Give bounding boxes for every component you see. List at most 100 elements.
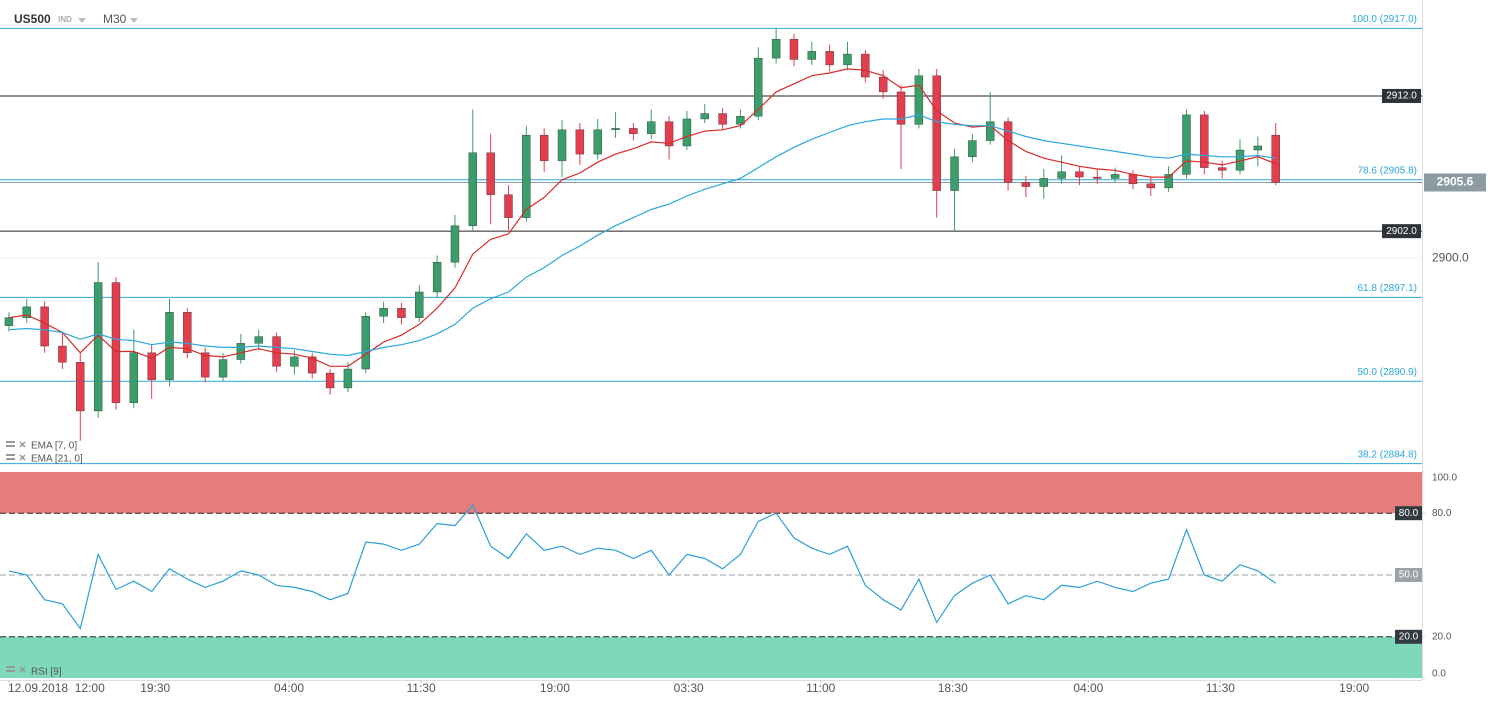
last-price-label: 2905.6 <box>1437 175 1474 189</box>
candle-body <box>468 152 478 226</box>
rsi-level-label: 20.0 <box>1399 631 1419 642</box>
candle-body <box>504 194 513 218</box>
x-tick-label: 11:00 <box>806 681 835 695</box>
candle-body <box>76 362 85 412</box>
rsi-level-box <box>1395 568 1422 582</box>
candle-body <box>629 128 638 135</box>
candle-body <box>93 282 103 412</box>
x-tick-label: 03:30 <box>674 681 704 695</box>
legend-label: EMA [7, 0] <box>31 441 77 452</box>
candle-body <box>647 121 656 135</box>
candle-body <box>1110 174 1120 179</box>
candle-body <box>40 306 49 347</box>
rsi-tick-label: 80.0 <box>1432 508 1452 519</box>
candle-body <box>611 128 620 130</box>
rsi-zone <box>0 636 1422 678</box>
icon[interactable] <box>6 454 15 456</box>
dropdown-icon[interactable] <box>78 18 86 23</box>
icon[interactable] <box>19 441 26 448</box>
legend-label: EMA [21, 0] <box>31 454 83 465</box>
candle-body <box>682 118 692 147</box>
legend-icons <box>6 441 26 673</box>
candle-body <box>1093 176 1102 179</box>
candle-body <box>754 57 763 117</box>
icon[interactable] <box>6 441 15 443</box>
rsi-level-box <box>1395 506 1422 521</box>
icon[interactable] <box>19 666 26 673</box>
fib-label: 100.0 (2917.0) <box>1352 14 1417 25</box>
candle-body <box>218 359 228 378</box>
candle-body <box>147 352 156 381</box>
x-tick-label: 19:00 <box>1339 681 1369 695</box>
candle-body <box>200 352 210 378</box>
candle-body <box>58 345 67 363</box>
candle-body <box>236 343 246 360</box>
x-tick-label: 11:30 <box>1206 681 1235 695</box>
last-price-box <box>1424 173 1486 192</box>
candle-body <box>361 316 370 370</box>
icon[interactable] <box>6 445 15 447</box>
candle-body <box>950 156 959 191</box>
indicator-line <box>8 503 1277 631</box>
candle-body <box>1128 174 1138 185</box>
candle-body <box>896 91 906 125</box>
candle-body <box>1253 145 1263 151</box>
candle-body <box>522 134 531 218</box>
icon[interactable] <box>19 454 26 461</box>
candle-body <box>771 39 781 59</box>
candle-body <box>254 336 263 344</box>
candle-body <box>843 53 852 66</box>
rsi-level-label: 80.0 <box>1399 508 1419 519</box>
legend-label: RSI [9] <box>31 667 62 678</box>
candle-body <box>165 312 174 381</box>
candle-body <box>1057 171 1066 179</box>
candle-body <box>22 306 31 318</box>
rsi-zone <box>0 472 1422 514</box>
candle-body <box>593 129 602 155</box>
price-line-label: 2912.0 <box>1386 91 1417 102</box>
icon[interactable] <box>6 458 15 460</box>
candle-body <box>1164 174 1173 189</box>
rsi-tick-label: 0.0 <box>1432 669 1446 680</box>
indicator-line <box>8 114 1276 357</box>
candle-body <box>789 39 799 60</box>
candle-body <box>539 134 549 162</box>
rsi-tick-label: 100.0 <box>1432 473 1457 484</box>
candle-body <box>1146 183 1156 189</box>
candle-body <box>1021 182 1031 187</box>
candle-body <box>1075 171 1084 178</box>
timeframe[interactable]: M30 <box>103 12 127 26</box>
market: IND <box>58 15 72 24</box>
candle-body <box>379 307 388 317</box>
candle-body <box>736 116 745 125</box>
candle-body <box>1271 134 1280 183</box>
candle-body <box>308 356 317 374</box>
symbol[interactable]: US500 <box>14 12 51 26</box>
x-tick-label: 19:30 <box>140 681 170 695</box>
rsi-level-box <box>1395 629 1422 644</box>
fib-label: 38.2 (2884.8) <box>1358 449 1418 460</box>
x-tick-label: 19:00 <box>540 681 570 695</box>
price-line-box <box>1382 88 1421 103</box>
candle-body <box>4 317 14 326</box>
candle-body <box>129 352 139 404</box>
candle-body <box>1200 114 1209 168</box>
dropdown-icon[interactable] <box>130 18 138 23</box>
fib-label: 50.0 (2890.9) <box>1358 367 1418 378</box>
rsi-tick-label: 20.0 <box>1432 631 1452 642</box>
candle-body <box>1003 121 1013 183</box>
candle-body <box>486 152 495 195</box>
candle-body <box>325 372 335 389</box>
icon[interactable] <box>6 666 15 668</box>
candle-body <box>183 312 192 354</box>
x-tick-label: 12.09.2018 12:00 <box>8 681 105 695</box>
price-pane: 2900.0 100.0 (2917.0) 78.6 (2905.8) 61.8 (2… <box>0 14 1486 465</box>
icon[interactable] <box>6 670 15 672</box>
candle-body <box>825 51 834 66</box>
fib-label: 61.8 (2897.1) <box>1358 283 1418 294</box>
candle-body <box>1182 114 1191 175</box>
candle-body <box>878 76 888 93</box>
candle-body <box>1039 178 1048 187</box>
candle-body <box>111 282 121 404</box>
